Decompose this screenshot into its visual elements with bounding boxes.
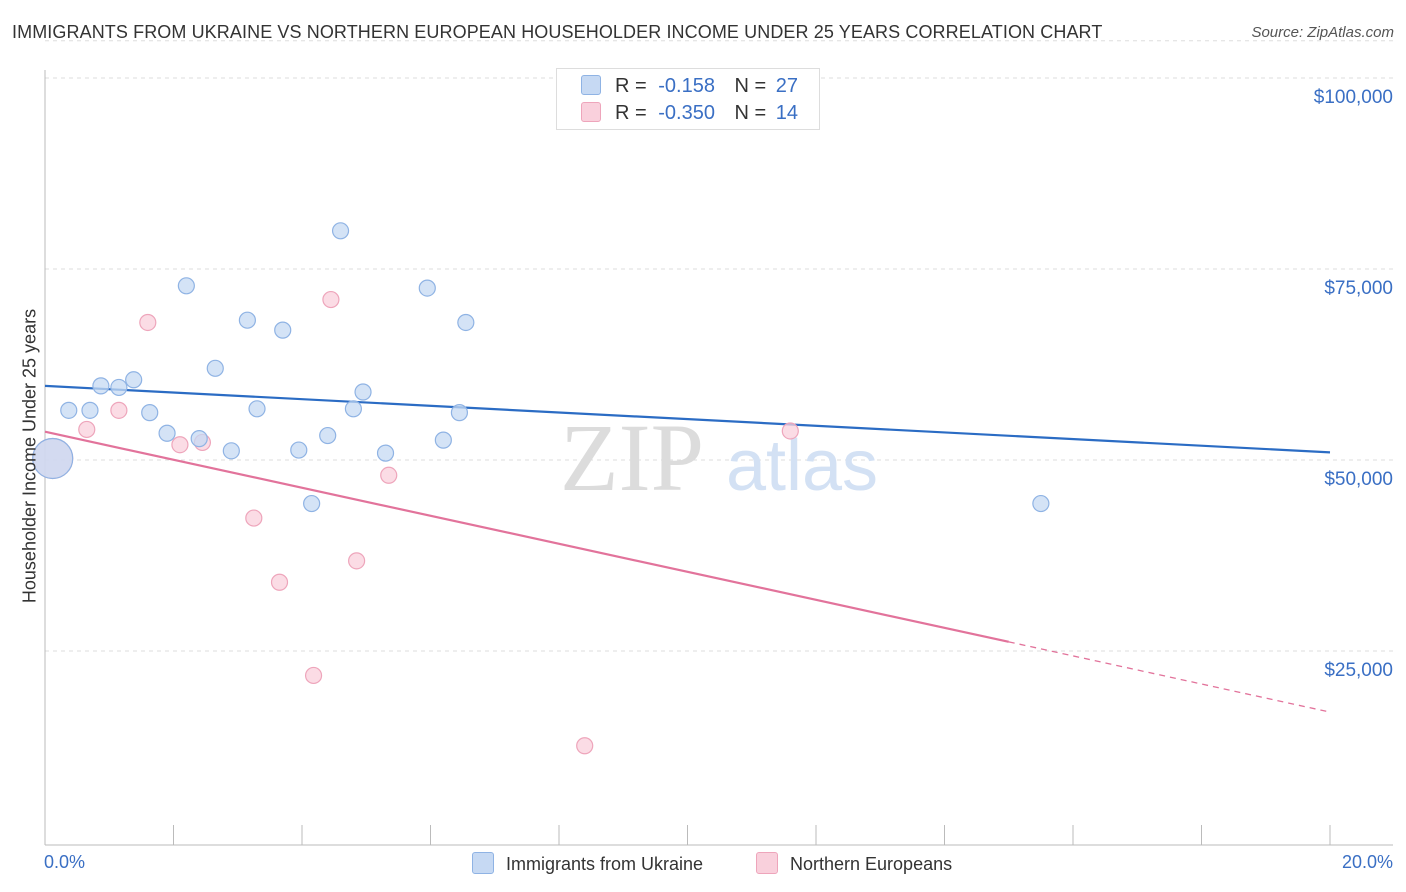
data-point-blue xyxy=(238,311,256,329)
x-tick-label-min: 0.0% xyxy=(44,852,86,872)
data-point-blue xyxy=(290,441,308,459)
watermark: ZIP atlas xyxy=(560,404,878,511)
legend-n-value: 14 xyxy=(775,102,799,124)
source-label: Source: ZipAtlas.com xyxy=(1251,24,1394,41)
data-point-blue xyxy=(450,404,469,422)
data-point-blue xyxy=(125,371,143,389)
data-point-blue xyxy=(141,404,159,422)
y-axis-label: Householder Income Under 25 years xyxy=(19,308,40,604)
data-point-blue xyxy=(177,277,195,295)
data-point-pink xyxy=(139,313,157,332)
legend-r-value: -0.350 xyxy=(658,102,715,124)
chart-title: IMMIGRANTS FROM UKRAINE VS NORTHERN EURO… xyxy=(12,22,1103,42)
data-point-blue xyxy=(434,431,452,449)
trend-line-1 xyxy=(44,430,1009,643)
legend-n-label: N = xyxy=(734,102,767,124)
data-point-pink xyxy=(576,737,594,755)
watermark-zip: ZIP xyxy=(560,404,704,511)
legend-swatch-pink xyxy=(581,102,601,122)
data-point-blue xyxy=(110,378,128,397)
legend-swatch-blue xyxy=(581,75,601,95)
data-point-pink xyxy=(348,552,366,570)
data-point-blue xyxy=(32,437,74,480)
data-point-blue xyxy=(222,442,240,460)
correlation-legend: R = -0.158 N = 27 R = -0.350 N = 14 xyxy=(556,68,820,130)
y-tick-label-50000: $50,000 xyxy=(1324,469,1393,490)
legend-row-ukraine: R = -0.158 N = 27 xyxy=(581,75,798,98)
data-point-blue xyxy=(344,400,362,418)
trend-line-0 xyxy=(44,384,1331,454)
data-point-pink xyxy=(171,436,189,454)
data-point-blue xyxy=(354,383,372,401)
axes xyxy=(44,70,1393,846)
legend-r-value: -0.158 xyxy=(658,75,715,97)
watermark-atlas: atlas xyxy=(726,426,878,506)
legend-swatch-blue xyxy=(472,852,494,874)
y-tick-label-25000: $25,000 xyxy=(1324,660,1393,681)
data-point-pink xyxy=(380,466,398,484)
data-point-blue xyxy=(1032,494,1050,513)
legend-item-ukraine[interactable]: Immigrants from Ukraine xyxy=(472,852,703,875)
grid-lines xyxy=(45,40,1393,652)
data-point-blue xyxy=(303,494,321,513)
legend-r-label: R = xyxy=(615,102,647,124)
data-point-blue xyxy=(92,377,110,395)
data-point-pink xyxy=(322,290,340,309)
data-point-pink xyxy=(304,666,323,685)
data-point-blue xyxy=(60,401,78,419)
legend-swatch-pink xyxy=(756,852,778,874)
legend-n-label: N = xyxy=(734,75,767,97)
y-tick-label-75000: $75,000 xyxy=(1324,278,1393,299)
data-point-blue xyxy=(376,444,395,462)
trend-lines xyxy=(44,384,1331,713)
data-point-blue xyxy=(418,279,436,297)
data-point-blue xyxy=(274,321,292,339)
trend-line-extension-1 xyxy=(1008,641,1331,713)
data-point-blue xyxy=(248,400,266,418)
x-tick-label-max: 20.0% xyxy=(1341,852,1393,872)
data-point-pink xyxy=(781,422,799,440)
y-tick-label-100000: $100,000 xyxy=(1313,87,1393,108)
data-point-blue xyxy=(158,424,176,442)
data-point-blue xyxy=(190,430,208,448)
data-points xyxy=(32,222,1050,755)
data-point-pink xyxy=(245,509,263,527)
legend-r-label: R = xyxy=(615,75,647,97)
data-point-pink xyxy=(78,420,96,439)
data-point-blue xyxy=(81,401,99,419)
legend-n-value: 27 xyxy=(775,75,799,97)
legend-label-northern: Northern Europeans xyxy=(790,854,953,874)
legend-label-ukraine: Immigrants from Ukraine xyxy=(506,854,704,874)
data-point-blue xyxy=(331,222,350,240)
data-point-blue xyxy=(457,313,475,332)
data-point-pink xyxy=(110,401,128,419)
data-point-pink xyxy=(270,573,289,591)
data-point-blue xyxy=(206,359,224,377)
legend-item-northern[interactable]: Northern Europeans xyxy=(756,852,952,875)
legend-row-northern: R = -0.350 N = 14 xyxy=(581,102,798,125)
data-point-blue xyxy=(319,426,337,445)
